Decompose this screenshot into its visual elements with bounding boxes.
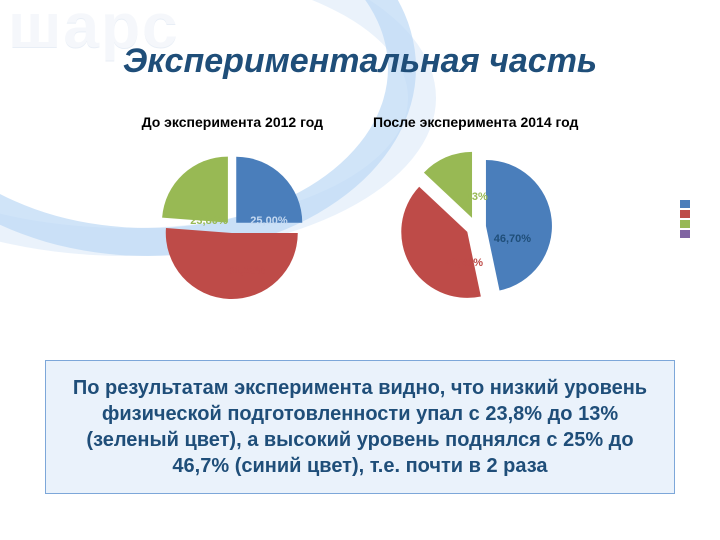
slice-label: 25,00% bbox=[250, 215, 287, 227]
pie-wrap: 46,70% 40,30% 13% bbox=[391, 142, 561, 312]
pie-slice bbox=[166, 228, 298, 299]
charts-row: До эксперимента 2012 год 25,00% 51,20% 23,8… bbox=[0, 114, 720, 312]
slide-title: Экспериментальная часть bbox=[0, 42, 720, 81]
legend-swatch bbox=[680, 230, 690, 238]
slice-label: 23,80% bbox=[190, 215, 227, 227]
pie-chart: После эксперимента 2014 год 46,70% 40,30% 1… bbox=[373, 114, 578, 312]
conclusion-box: По результатам эксперимента видно, что н… bbox=[45, 360, 675, 494]
legend-swatches bbox=[680, 200, 690, 238]
conclusion-text: По результатам эксперимента видно, что н… bbox=[73, 377, 647, 477]
slice-label: 51,20% bbox=[228, 265, 265, 277]
legend-swatch bbox=[680, 220, 690, 228]
slice-label: 13% bbox=[466, 191, 488, 203]
slide: шарс Экспериментальная часть До эксперим… bbox=[0, 0, 720, 540]
pie-slice bbox=[162, 157, 228, 223]
chart-title: До эксперимента 2012 год bbox=[142, 114, 323, 130]
slice-label: 40,30% bbox=[446, 257, 483, 269]
chart-title: После эксперимента 2014 год bbox=[373, 114, 578, 130]
pie-slice bbox=[486, 160, 552, 291]
pie-chart: До эксперимента 2012 год 25,00% 51,20% 23,8… bbox=[142, 114, 323, 312]
slice-label: 46,70% bbox=[494, 233, 531, 245]
pie-wrap: 25,00% 51,20% 23,80% bbox=[147, 142, 317, 312]
pie-slice bbox=[237, 157, 303, 223]
legend-swatch bbox=[680, 210, 690, 218]
legend-swatch bbox=[680, 200, 690, 208]
